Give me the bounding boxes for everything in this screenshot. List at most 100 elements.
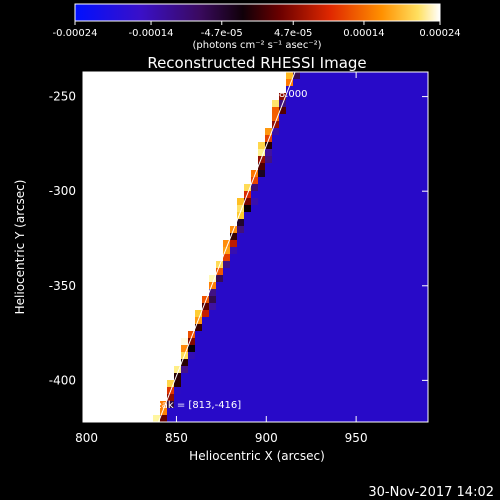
heatmap-cell (293, 296, 301, 304)
heatmap-cell (216, 149, 224, 157)
heatmap-cell (279, 254, 287, 262)
heatmap-cell (307, 128, 315, 136)
heatmap-cell (286, 107, 294, 115)
heatmap-cell (195, 324, 203, 332)
heatmap-cell (181, 324, 189, 332)
heatmap-cell (104, 219, 112, 227)
heatmap-cell (293, 401, 301, 409)
heatmap-cell (90, 184, 98, 192)
heatmap-cell (258, 359, 266, 367)
heatmap-cell (118, 310, 126, 318)
heatmap-cell (181, 303, 189, 311)
heatmap-cell (426, 240, 428, 248)
heatmap-cell (188, 317, 196, 325)
heatmap-cell (104, 233, 112, 241)
heatmap-cell (209, 135, 217, 143)
heatmap-cell (83, 212, 91, 220)
heatmap-cell (97, 394, 105, 402)
heatmap-cell (230, 114, 238, 122)
heatmap-cell (377, 93, 385, 101)
heatmap-cell (153, 135, 161, 143)
heatmap-cell (398, 380, 406, 388)
heatmap-cell (307, 170, 315, 178)
heatmap-cell (349, 100, 357, 108)
heatmap-cell (90, 324, 98, 332)
x-tick-label: 800 (75, 431, 98, 445)
heatmap-cell (132, 317, 140, 325)
heatmap-cell (251, 226, 259, 234)
heatmap-cell (314, 93, 322, 101)
heatmap-cell (321, 240, 329, 248)
heatmap-cell (202, 282, 210, 290)
heatmap-cell (111, 107, 119, 115)
heatmap-cell (363, 359, 371, 367)
heatmap-cell (230, 415, 238, 422)
heatmap-cell (83, 331, 91, 339)
heatmap-cell (391, 205, 399, 213)
heatmap-cell (419, 324, 427, 332)
heatmap-cell (391, 296, 399, 304)
heatmap-cell (195, 408, 203, 416)
heatmap-cell (405, 128, 413, 136)
heatmap-cell (300, 100, 308, 108)
heatmap-cell (223, 121, 231, 129)
heatmap-cell (104, 275, 112, 283)
heatmap-cell (328, 72, 336, 80)
heatmap-cell (370, 93, 378, 101)
heatmap-cell (293, 212, 301, 220)
heatmap-cell (384, 247, 392, 255)
heatmap-cell (104, 121, 112, 129)
heatmap-cell (244, 149, 252, 157)
heatmap-cell (90, 254, 98, 262)
heatmap-cell (181, 86, 189, 94)
heatmap-cell (230, 163, 238, 171)
heatmap-cell (384, 93, 392, 101)
heatmap-cell (139, 233, 147, 241)
heatmap-cell (83, 254, 91, 262)
heatmap-cell (118, 359, 126, 367)
heatmap-cell (300, 366, 308, 374)
heatmap-cell (195, 219, 203, 227)
heatmap-cell (328, 254, 336, 262)
heatmap-cell (209, 338, 217, 346)
heatmap-cell (104, 324, 112, 332)
heatmap-cell (195, 380, 203, 388)
heatmap-cell (174, 394, 182, 402)
heatmap-cell (265, 226, 273, 234)
heatmap-cell (125, 401, 133, 409)
heatmap-cell (419, 205, 427, 213)
y-tick-label: -350 (49, 279, 76, 293)
heatmap-cell (391, 352, 399, 360)
heatmap-cell (153, 142, 161, 150)
heatmap-cell (230, 107, 238, 115)
heatmap-cell (377, 86, 385, 94)
heatmap-cell (335, 345, 343, 353)
heatmap-cell (377, 261, 385, 269)
heatmap-cell (125, 198, 133, 206)
colorbar-tick-label: 4.7e-05 (274, 28, 312, 39)
heatmap-cell (244, 254, 252, 262)
heatmap-cell (349, 254, 357, 262)
heatmap-cell (132, 359, 140, 367)
heatmap-cell (167, 184, 175, 192)
heatmap-cell (209, 317, 217, 325)
heatmap-cell (125, 219, 133, 227)
heatmap-cell (181, 135, 189, 143)
heatmap-cell (300, 170, 308, 178)
heatmap-cell (293, 233, 301, 241)
heatmap-cell (293, 415, 301, 422)
heatmap-cell (328, 268, 336, 276)
heatmap-cell (419, 219, 427, 227)
heatmap-cell (265, 338, 273, 346)
heatmap-cell (202, 198, 210, 206)
heatmap-cell (328, 79, 336, 87)
heatmap-cell (377, 198, 385, 206)
heatmap-cell (90, 373, 98, 381)
heatmap-cell (153, 226, 161, 234)
heatmap-cell (265, 254, 273, 262)
heatmap-cell (314, 149, 322, 157)
heatmap-cell (370, 121, 378, 129)
heatmap-cell (349, 387, 357, 395)
heatmap-cell (111, 359, 119, 367)
heatmap-cell (244, 324, 252, 332)
